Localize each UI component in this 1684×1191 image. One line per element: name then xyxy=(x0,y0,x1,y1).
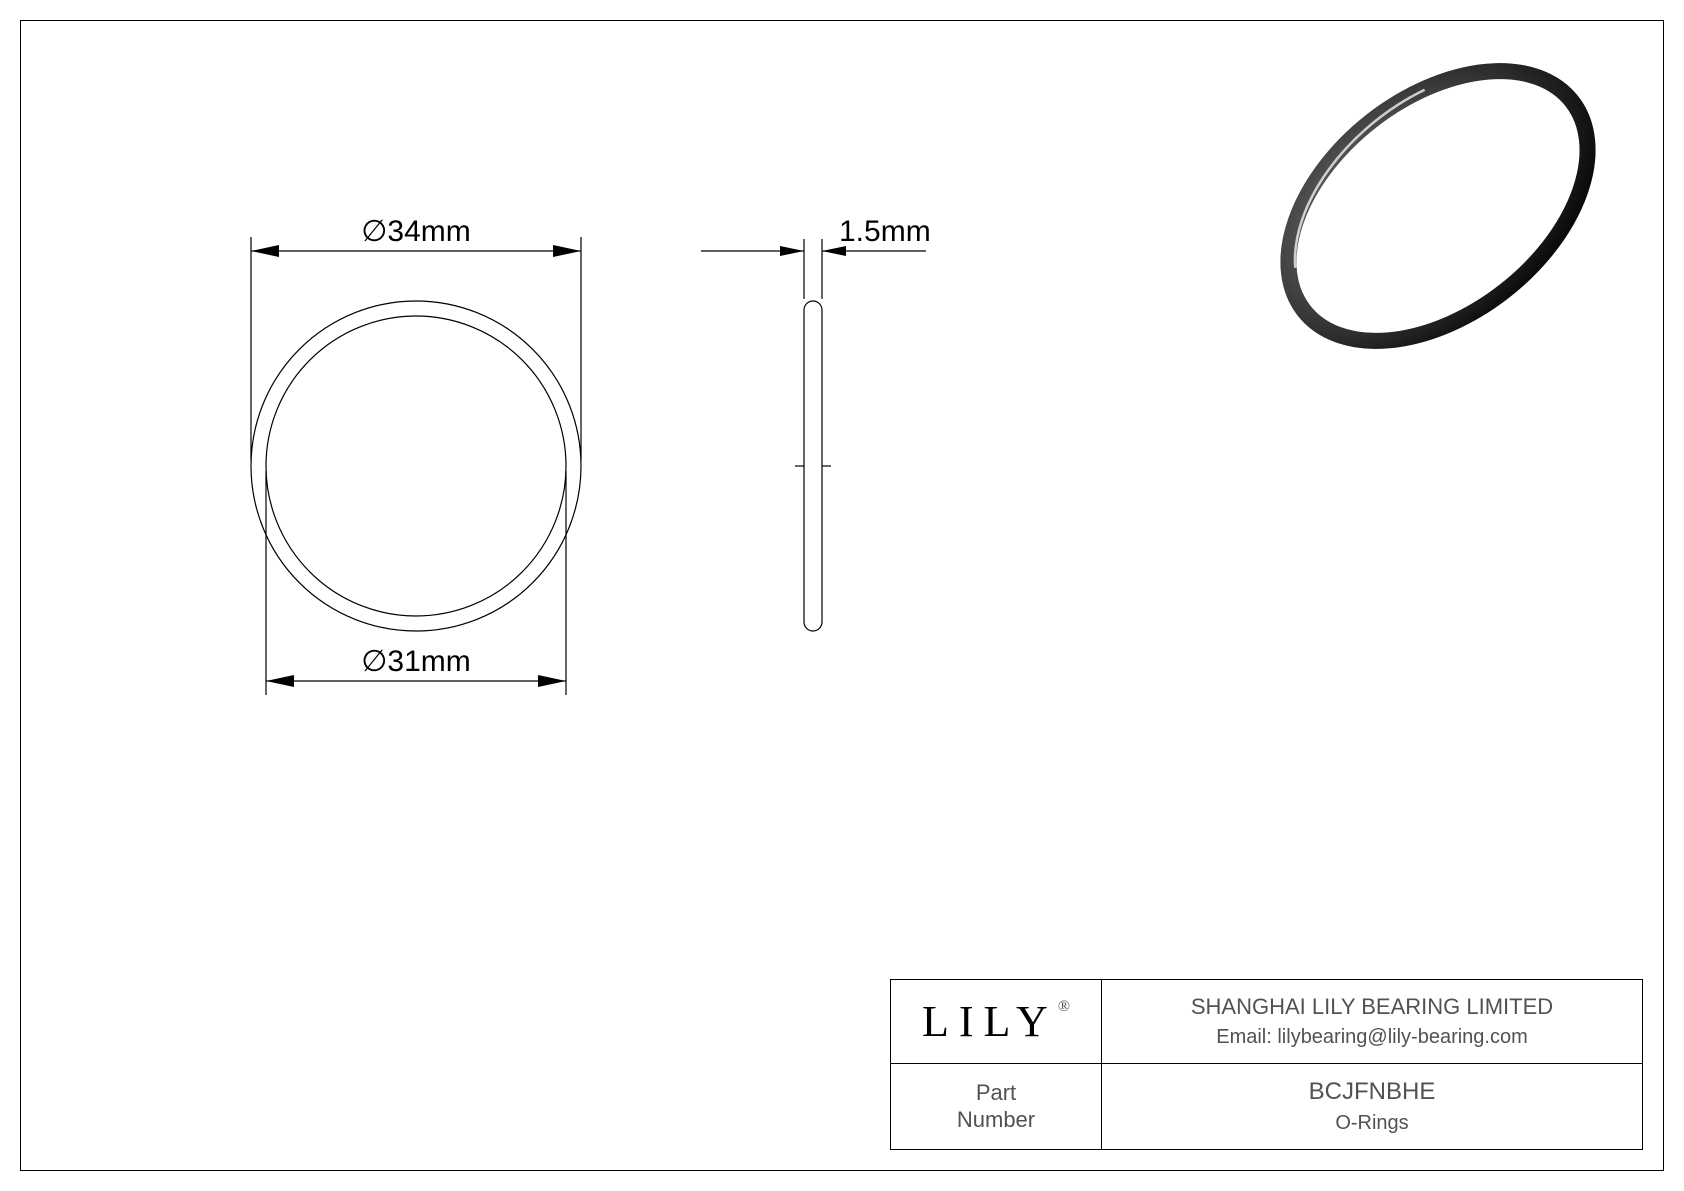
part-label-line1: Part xyxy=(911,1080,1081,1106)
registered-mark-icon: ® xyxy=(1058,998,1070,1015)
title-block: LILY® SHANGHAI LILY BEARING LIMITED Emai… xyxy=(890,979,1643,1150)
part-info-cell: BCJFNBHE O-Rings xyxy=(1102,1064,1643,1150)
thickness-label: 1.5mm xyxy=(839,215,931,248)
part-description: O-Rings xyxy=(1122,1112,1622,1135)
drawing-frame: ∅34mm ∅31mm 1.5m xyxy=(20,20,1664,1171)
arrowhead-icon xyxy=(251,245,279,257)
arrowhead-icon xyxy=(553,245,581,257)
front-view: ∅34mm ∅31mm xyxy=(21,21,721,781)
logo-letters: LILY xyxy=(922,997,1058,1046)
part-number: BCJFNBHE xyxy=(1122,1078,1622,1106)
company-email: Email: lilybearing@lily-bearing.com xyxy=(1122,1026,1622,1049)
outer-diameter-label: ∅34mm xyxy=(361,215,470,248)
drawing-page: ∅34mm ∅31mm 1.5m xyxy=(0,0,1684,1191)
company-cell: SHANGHAI LILY BEARING LIMITED Email: lil… xyxy=(1102,980,1643,1064)
part-label-line2: Number xyxy=(911,1107,1081,1133)
logo-text: LILY® xyxy=(922,996,1070,1047)
inner-diameter-label: ∅31mm xyxy=(361,645,470,678)
iso-view xyxy=(1213,31,1653,391)
part-label-cell: Part Number xyxy=(891,1064,1102,1150)
arrowhead-icon xyxy=(266,675,294,687)
company-name: SHANGHAI LILY BEARING LIMITED xyxy=(1122,994,1622,1020)
arrowhead-icon xyxy=(538,675,566,687)
logo-cell: LILY® xyxy=(891,980,1102,1064)
cross-section-slot xyxy=(804,301,822,631)
side-view: 1.5mm xyxy=(661,21,1061,721)
ring-inner xyxy=(266,316,566,616)
ring-outer xyxy=(251,301,581,631)
arrowhead-icon xyxy=(780,246,804,256)
